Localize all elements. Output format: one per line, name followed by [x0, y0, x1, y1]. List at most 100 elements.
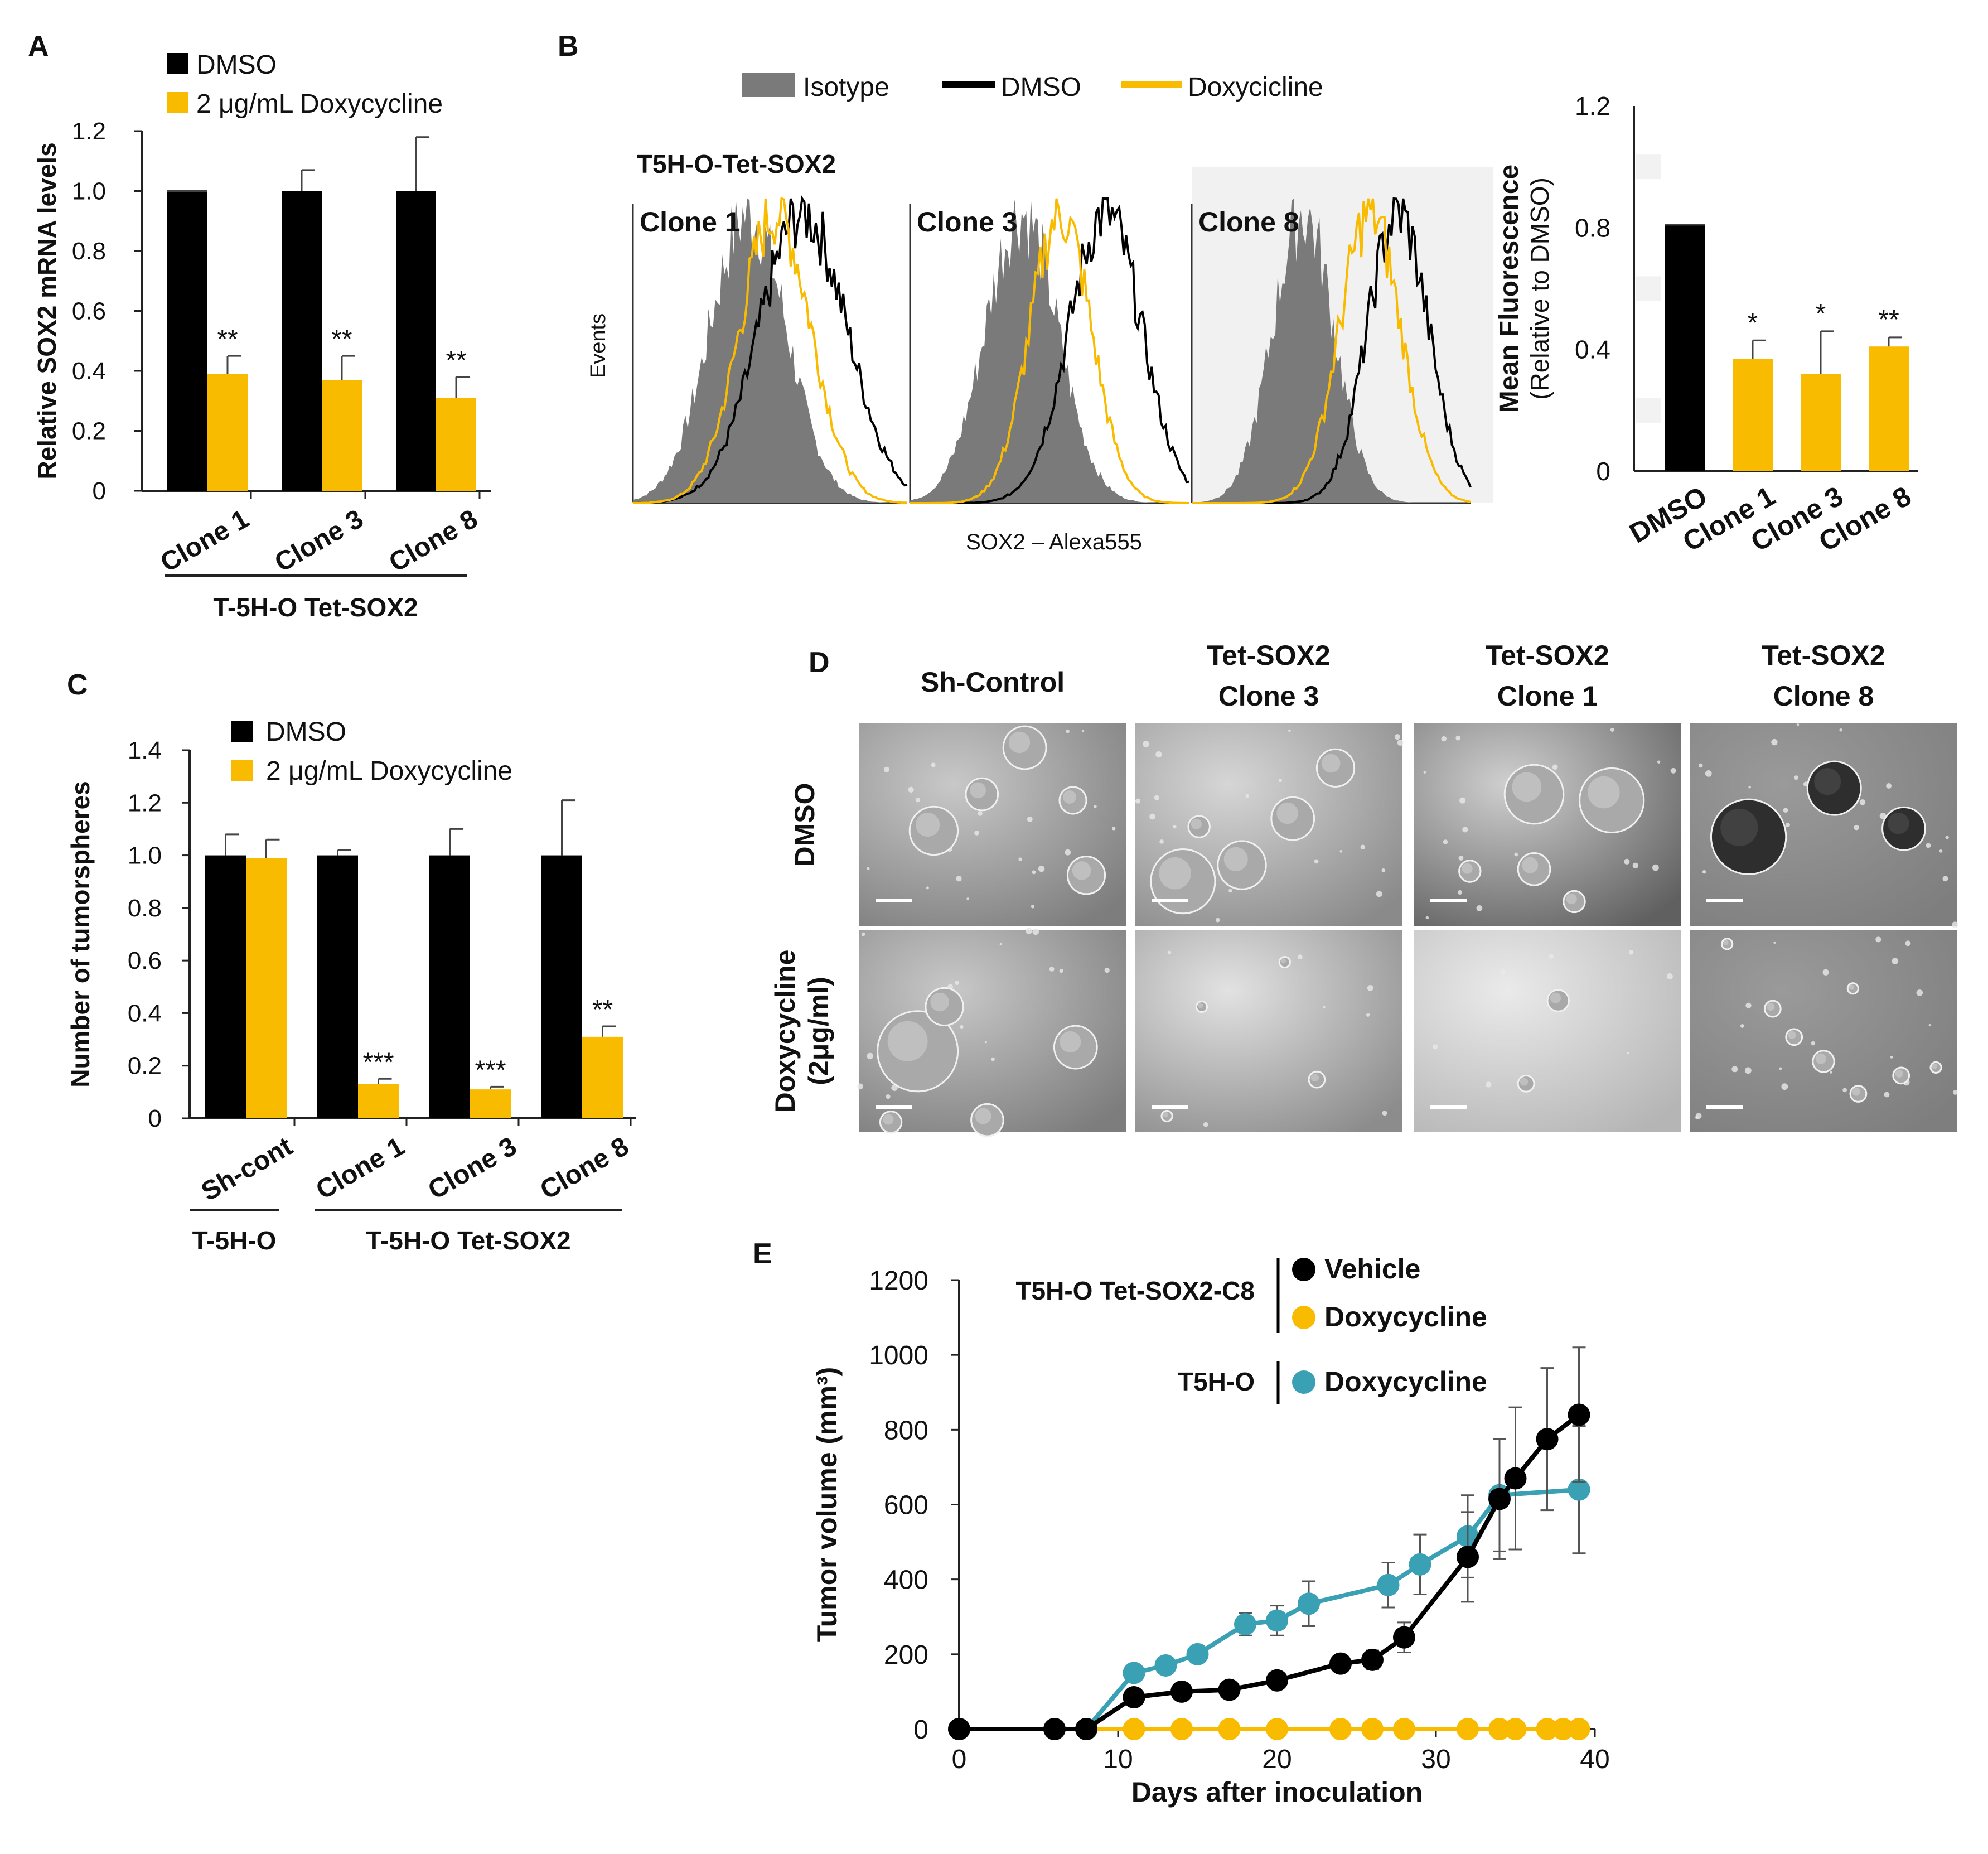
- category-label-clone-8: Clone 8: [535, 1132, 634, 1206]
- data-point-series-0: [1123, 1686, 1145, 1708]
- row-subtitle-2: (2μg/ml): [803, 977, 834, 1085]
- y-axis-label: Number of tumorspheres: [66, 781, 95, 1088]
- micrograph-debris: [1952, 1090, 1958, 1095]
- micrograph-debris: [1945, 836, 1949, 839]
- micrograph-debris: [1203, 1122, 1208, 1127]
- micrograph-debris: [1154, 795, 1160, 800]
- micrograph-debris: [1455, 735, 1461, 741]
- micrograph-debris: [984, 1041, 987, 1044]
- bar-clone-3-2-g-ml-doxycycline: [322, 380, 362, 491]
- y-tick-label: 1.2: [128, 789, 162, 817]
- panel-a-bar-chart: DMSO 2 μg/mL Doxycycline 0 0.2 0.4 0.6 0.8 1.0 1…: [32, 50, 491, 622]
- isotype-histogram-clone-3: [910, 199, 1189, 503]
- micrograph-debris: [1026, 928, 1032, 934]
- micrograph-debris: [1167, 950, 1172, 954]
- micrograph-debris: [867, 867, 870, 871]
- tumorsphere-highlight: [883, 1114, 894, 1125]
- doxycicline-histogram-clone-3: [910, 198, 1189, 504]
- tumorsphere-highlight: [1522, 857, 1539, 873]
- data-point-series-0: [1457, 1546, 1479, 1568]
- micrograph-debris: [1376, 891, 1382, 897]
- micrograph-debris: [956, 876, 962, 882]
- micrograph-debris: [1783, 808, 1788, 813]
- y-tick-label: 200: [884, 1640, 928, 1670]
- significance-label: **: [217, 325, 238, 354]
- legend-swatch-isotype: [742, 73, 795, 97]
- micrograph-debris: [954, 981, 959, 986]
- micrograph-debris: [883, 766, 889, 773]
- micrograph-debris: [1916, 989, 1923, 996]
- micrograph-debris: [1610, 727, 1614, 732]
- data-point-series-1: [1536, 1718, 1559, 1740]
- micrograph-debris: [1705, 770, 1712, 777]
- tumorsphere-highlight: [1163, 1112, 1168, 1118]
- tumorsphere-highlight: [1280, 958, 1286, 964]
- micrograph-tile-r2-c3: [1414, 930, 1681, 1132]
- data-point-series-2: [1568, 1478, 1590, 1501]
- bar-clone-1-dmso: [167, 191, 207, 491]
- micrograph-debris: [1149, 813, 1155, 820]
- x-tick-label: 40: [1580, 1745, 1609, 1774]
- data-point-series-0: [1218, 1678, 1241, 1701]
- y-tick-label: 0.8: [128, 895, 162, 922]
- tumorsphere-highlight: [1723, 940, 1729, 945]
- micrograph-debris: [1744, 1067, 1752, 1074]
- histogram-title-clone-1: Clone 1: [640, 206, 741, 238]
- panel-b-xaxis-label: SOX2 – Alexa555: [966, 530, 1142, 554]
- data-point-series-1: [1123, 1718, 1145, 1740]
- micrograph-debris: [1514, 852, 1518, 857]
- micrograph-debris: [1143, 741, 1150, 747]
- y-tick-label: 0.4: [128, 1000, 162, 1027]
- y-tick-label: 600: [884, 1491, 928, 1520]
- data-point-series-0: [1536, 1428, 1559, 1451]
- micrograph-debris: [1443, 839, 1448, 844]
- x-axis-label: Days after inoculation: [1131, 1776, 1423, 1808]
- micrograph-debris: [1942, 876, 1948, 882]
- data-point-series-2: [1234, 1613, 1256, 1636]
- column-title-4: Tet-SOX2: [1762, 640, 1885, 671]
- data-point-series-0: [1504, 1467, 1527, 1490]
- bar-clone-3-2-g-ml-doxycycline: [470, 1089, 511, 1118]
- micrograph-debris: [1879, 813, 1887, 819]
- micrograph-debris: [1892, 958, 1899, 964]
- y-tick-label: 400: [884, 1566, 928, 1595]
- legend-label-dmso: DMSO: [266, 717, 346, 747]
- significance-label: **: [331, 325, 352, 354]
- micrograph-debris: [1657, 760, 1661, 764]
- micrograph-debris: [1731, 1066, 1738, 1073]
- data-point-series-0: [1361, 1648, 1384, 1671]
- micrograph-debris: [1366, 1013, 1370, 1017]
- bar-clone-8-dmso: [396, 191, 436, 491]
- legend-label-vehicle: Vehicle: [1324, 1253, 1420, 1285]
- y-axis-label-secondary: (Relative to DMSO): [1525, 177, 1554, 400]
- group-label: T-5H-O Tet-SOX2: [213, 593, 418, 622]
- tumorsphere-highlight: [1895, 1069, 1903, 1078]
- data-point-series-2: [1186, 1643, 1209, 1665]
- doxycicline-histogram-clone-1: [632, 197, 908, 504]
- micrograph-debris: [1032, 870, 1036, 875]
- micrograph-debris: [1748, 785, 1751, 789]
- panel-e-line-chart: 0 200 400 600 800 1000 1200 0 10 20 30 40 Days after…: [811, 1253, 1610, 1808]
- micrograph-debris: [1939, 849, 1943, 853]
- micrograph-debris: [1796, 723, 1800, 726]
- tumorsphere-highlight: [1512, 772, 1542, 802]
- panel-letter-e: E: [753, 1238, 772, 1270]
- legend-group-label-1: T5H-O Tet-SOX2-C8: [1015, 1276, 1255, 1305]
- legend-swatch-dmso: [942, 81, 995, 88]
- micrograph-debris: [1771, 738, 1778, 746]
- tumorsphere-highlight: [1008, 731, 1031, 754]
- category-label-sh-cont: Sh-cont: [196, 1132, 297, 1207]
- y-tick-label: 0.8: [1575, 213, 1610, 242]
- data-point-series-1: [1170, 1718, 1193, 1740]
- y-tick-label: 800: [884, 1416, 928, 1445]
- micrograph-debris: [1457, 890, 1463, 895]
- micrograph-tile-r2-c4: [1690, 930, 1957, 1132]
- data-point-series-1: [1266, 1718, 1288, 1740]
- micrograph-debris: [1740, 1024, 1744, 1028]
- y-tick-label: 0.4: [1575, 335, 1610, 364]
- data-point-series-1: [1329, 1718, 1352, 1740]
- y-tick-label: 1.2: [1575, 91, 1610, 120]
- tumorsphere-highlight: [1072, 861, 1091, 880]
- doxycicline-histogram-clone-8: [1192, 198, 1471, 504]
- panel-letter-b: B: [558, 30, 579, 62]
